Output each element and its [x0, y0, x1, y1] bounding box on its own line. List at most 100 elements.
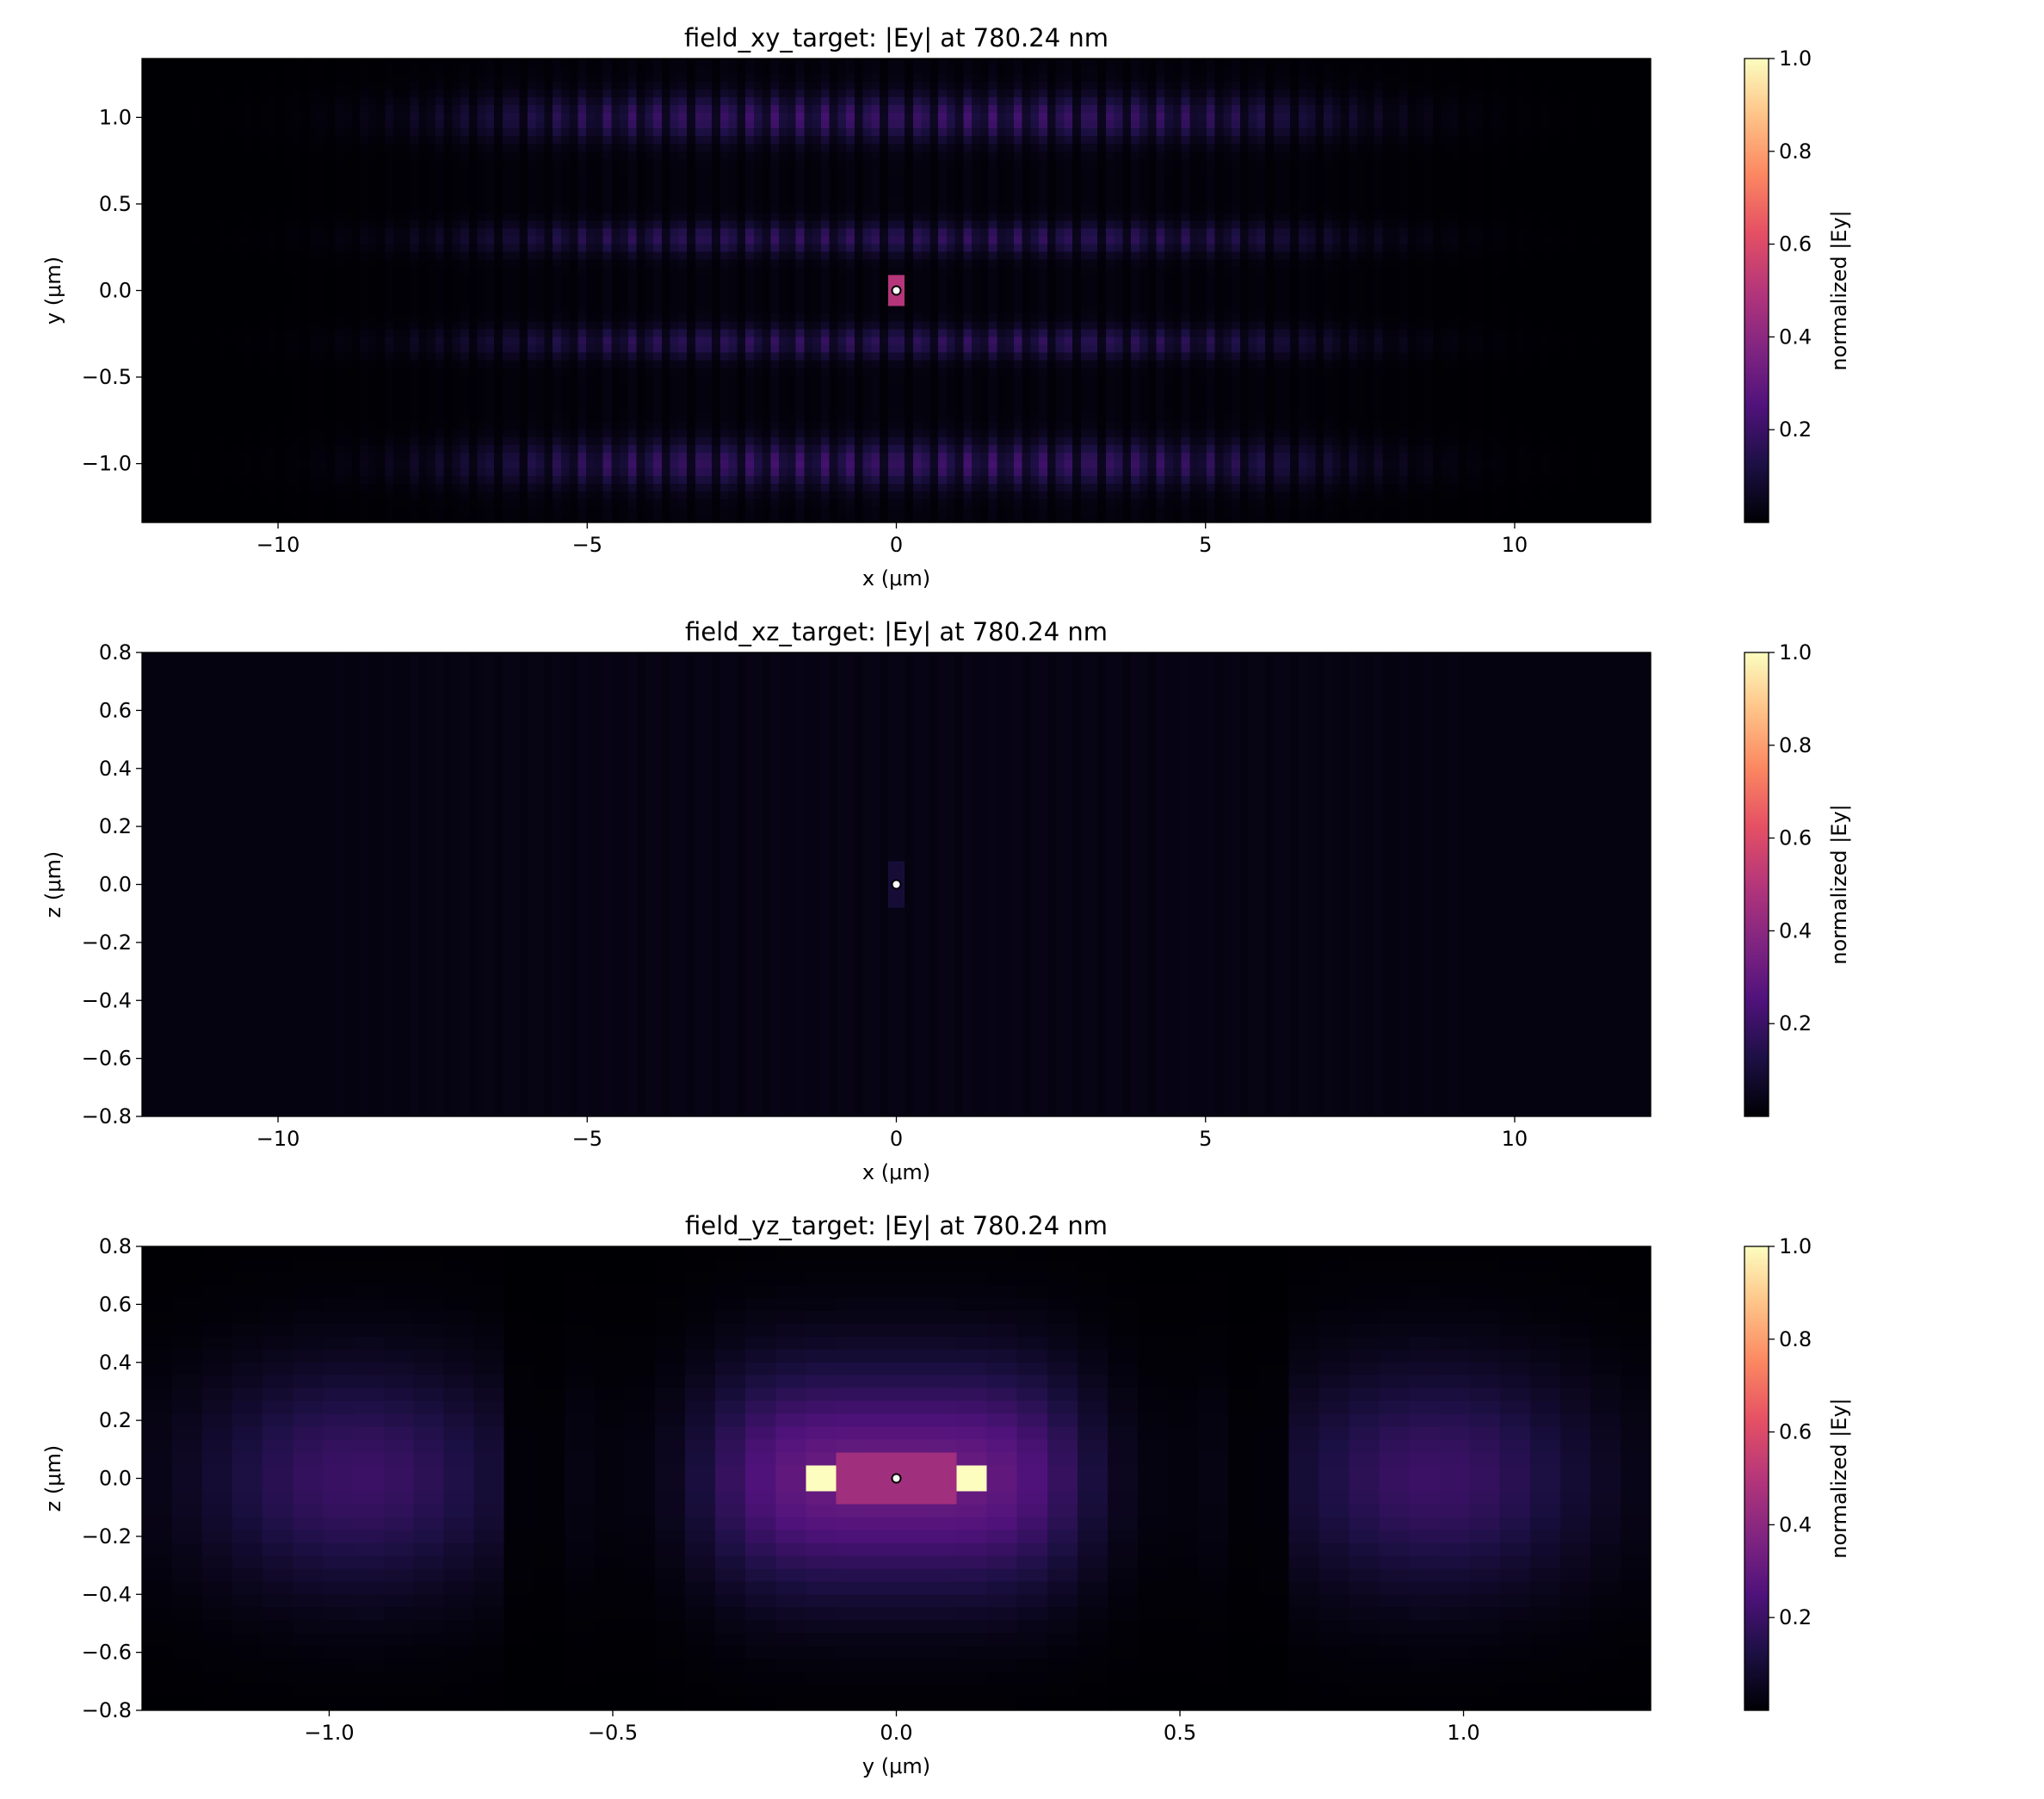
- heatmap-cell: [862, 228, 872, 238]
- heatmap-cell: [1558, 96, 1568, 106]
- heatmap-cell: [1365, 112, 1375, 121]
- heatmap-cell: [443, 205, 453, 214]
- heatmap-cell: [737, 236, 746, 245]
- heatmap-cell: [1013, 135, 1023, 145]
- heatmap-cell: [1625, 73, 1635, 83]
- heatmap-cell: [250, 228, 260, 238]
- heatmap-cell: [1072, 127, 1082, 137]
- heatmap-cell: [334, 174, 344, 183]
- heatmap-cell: [1055, 112, 1065, 121]
- heatmap-cell: [1416, 59, 1425, 67]
- heatmap-cell: [670, 151, 679, 160]
- heatmap-cell: [1609, 228, 1618, 238]
- heatmap-cell: [1022, 251, 1031, 261]
- heatmap-cell: [519, 143, 528, 152]
- heatmap-cell: [1324, 96, 1333, 106]
- heatmap-cell: [1030, 228, 1040, 238]
- heatmap-cell: [1030, 244, 1040, 253]
- heatmap-cell: [787, 158, 797, 168]
- heatmap-cell: [418, 220, 428, 230]
- heatmap-cell: [636, 220, 645, 230]
- heatmap-cell: [1508, 158, 1517, 168]
- heatmap-cell: [645, 89, 654, 98]
- heatmap-cell: [201, 104, 210, 114]
- heatmap-cell: [293, 81, 302, 90]
- heatmap-cell: [1499, 189, 1510, 199]
- heatmap-cell: [887, 104, 898, 114]
- heatmap-cell: [627, 251, 638, 261]
- heatmap-cell: [627, 151, 638, 160]
- heatmap-cell: [418, 259, 428, 269]
- heatmap-cell: [360, 73, 369, 83]
- heatmap-cell: [670, 59, 679, 67]
- heatmap-cell: [435, 59, 445, 67]
- heatmap-cell: [1441, 59, 1450, 67]
- heatmap-cell: [1172, 59, 1183, 67]
- heatmap-cell: [1005, 158, 1015, 168]
- heatmap-cell: [1198, 220, 1207, 230]
- heatmap-cell: [1290, 166, 1300, 176]
- heatmap-cell: [1147, 89, 1158, 98]
- heatmap-cell: [225, 220, 235, 230]
- heatmap-cell: [502, 151, 512, 160]
- heatmap-cell: [972, 166, 981, 176]
- heatmap-cell: [1298, 244, 1308, 253]
- heatmap-cell: [862, 220, 872, 230]
- heatmap-cell: [1022, 213, 1031, 222]
- heatmap-cell: [1257, 189, 1266, 199]
- heatmap-cell: [259, 213, 269, 222]
- heatmap-cell: [1449, 73, 1459, 83]
- heatmap-cell: [192, 244, 201, 253]
- heatmap-cell: [1122, 104, 1132, 114]
- heatmap-cell: [309, 104, 319, 114]
- heatmap-cell: [804, 267, 813, 276]
- heatmap-cell: [1114, 236, 1124, 245]
- heatmap-cell: [1164, 135, 1174, 145]
- heatmap-cell: [1416, 182, 1425, 191]
- heatmap-cell: [661, 189, 671, 199]
- heatmap-cell: [1558, 220, 1568, 230]
- heatmap-cell: [435, 251, 445, 261]
- heatmap-cell: [1524, 251, 1535, 261]
- heatmap-cell: [1331, 112, 1342, 121]
- heatmap-cell: [1407, 135, 1417, 145]
- heatmap-cell: [275, 236, 286, 245]
- heatmap-cell: [1483, 104, 1492, 114]
- heatmap-cell: [1399, 182, 1409, 191]
- heatmap-cell: [1533, 81, 1542, 90]
- heatmap-cell: [862, 267, 872, 276]
- heatmap-cell: [485, 135, 495, 145]
- heatmap-cell: [1013, 151, 1023, 160]
- heatmap-cell: [192, 166, 201, 176]
- heatmap-cell: [905, 120, 914, 129]
- heatmap-cell: [627, 120, 638, 129]
- heatmap-cell: [1340, 120, 1349, 129]
- heatmap-cell: [602, 135, 612, 145]
- heatmap-cell: [1491, 112, 1501, 121]
- heatmap-cell: [728, 96, 738, 106]
- heatmap-cell: [896, 267, 905, 276]
- heatmap-cell: [1223, 81, 1232, 90]
- heatmap-cell: [1257, 96, 1266, 106]
- heatmap-cell: [544, 251, 553, 261]
- heatmap-cell: [620, 96, 629, 106]
- heatmap-cell: [1357, 81, 1367, 90]
- heatmap-cell: [745, 135, 755, 145]
- heatmap-cell: [435, 244, 445, 253]
- heatmap-cell: [779, 65, 788, 75]
- heatmap-cell: [259, 151, 269, 160]
- heatmap-cell: [1357, 135, 1367, 145]
- heatmap-cell: [645, 151, 654, 160]
- heatmap-cell: [1097, 120, 1107, 129]
- heatmap-cell: [905, 127, 914, 137]
- heatmap-cell: [1156, 251, 1165, 261]
- heatmap-cell: [167, 73, 176, 83]
- heatmap-cell: [142, 174, 151, 183]
- heatmap-cell: [661, 174, 671, 183]
- heatmap-cell: [1575, 65, 1584, 75]
- heatmap-cell: [1223, 158, 1232, 168]
- heatmap-cell: [979, 244, 990, 253]
- heatmap-cell: [737, 59, 746, 67]
- heatmap-cell: [1298, 120, 1308, 129]
